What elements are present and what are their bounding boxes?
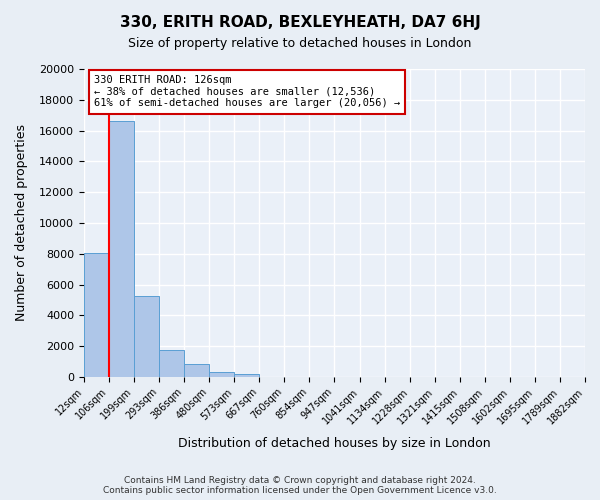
X-axis label: Distribution of detached houses by size in London: Distribution of detached houses by size … <box>178 437 491 450</box>
Text: 330 ERITH ROAD: 126sqm
← 38% of detached houses are smaller (12,536)
61% of semi: 330 ERITH ROAD: 126sqm ← 38% of detached… <box>94 75 400 108</box>
Bar <box>109 122 134 377</box>
Bar <box>159 350 184 377</box>
Text: 330, ERITH ROAD, BEXLEYHEATH, DA7 6HJ: 330, ERITH ROAD, BEXLEYHEATH, DA7 6HJ <box>119 15 481 30</box>
Y-axis label: Number of detached properties: Number of detached properties <box>15 124 28 322</box>
Bar <box>134 296 159 377</box>
Text: Contains HM Land Registry data © Crown copyright and database right 2024.: Contains HM Land Registry data © Crown c… <box>124 476 476 485</box>
Bar <box>84 253 109 377</box>
Bar <box>209 372 234 377</box>
Text: Contains public sector information licensed under the Open Government Licence v3: Contains public sector information licen… <box>103 486 497 495</box>
Bar <box>234 374 259 377</box>
Text: Size of property relative to detached houses in London: Size of property relative to detached ho… <box>128 38 472 51</box>
Bar <box>184 364 209 377</box>
